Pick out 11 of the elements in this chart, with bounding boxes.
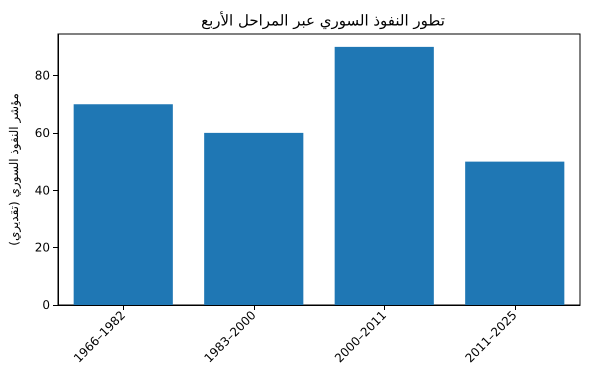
y-tick-label: 60 (34, 126, 50, 140)
bar (465, 162, 564, 305)
chart-title: تطور النفوذ السوري عبر المراحل الأربع (201, 10, 445, 30)
y-tick-label: 0 (42, 298, 50, 312)
y-tick-label: 40 (34, 183, 50, 198)
bar (204, 132, 304, 305)
bar (334, 46, 434, 305)
y-tick-label: 80 (34, 68, 50, 83)
y-tick-label: 20 (34, 240, 50, 255)
bar (74, 104, 173, 305)
y-axis-title: مؤشر النفوذ السوري (تقديري) (7, 93, 21, 246)
